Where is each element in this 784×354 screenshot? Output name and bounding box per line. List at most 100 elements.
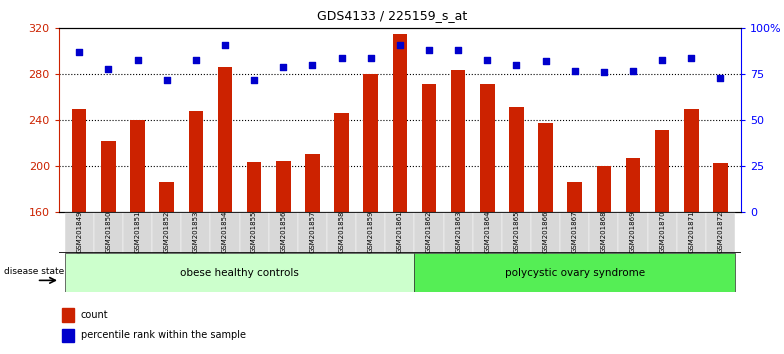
Bar bbox=[597, 166, 612, 212]
Point bbox=[131, 57, 143, 62]
Bar bbox=[502, 212, 531, 253]
Bar bbox=[451, 70, 466, 212]
Point bbox=[510, 62, 523, 68]
Point bbox=[452, 47, 464, 53]
Point bbox=[336, 55, 348, 61]
Text: GSM201856: GSM201856 bbox=[280, 211, 286, 253]
Point bbox=[714, 75, 727, 81]
Bar bbox=[218, 67, 232, 212]
Text: GSM201857: GSM201857 bbox=[310, 211, 315, 253]
Text: GSM201859: GSM201859 bbox=[368, 211, 374, 253]
Bar bbox=[539, 123, 553, 212]
Bar bbox=[385, 212, 415, 253]
Point bbox=[597, 70, 610, 75]
Bar bbox=[706, 212, 735, 253]
Text: GSM201871: GSM201871 bbox=[688, 211, 695, 253]
Bar bbox=[356, 212, 385, 253]
Bar bbox=[364, 74, 378, 212]
Point bbox=[656, 57, 669, 62]
Point bbox=[685, 55, 698, 61]
Point bbox=[539, 59, 552, 64]
Point bbox=[277, 64, 289, 70]
Point bbox=[161, 77, 173, 83]
Point bbox=[365, 55, 377, 61]
Text: GSM201858: GSM201858 bbox=[339, 211, 344, 253]
Point bbox=[394, 42, 406, 48]
Bar bbox=[619, 212, 648, 253]
Text: GSM201850: GSM201850 bbox=[105, 211, 111, 253]
Bar bbox=[684, 109, 699, 212]
Text: percentile rank within the sample: percentile rank within the sample bbox=[81, 330, 245, 341]
Bar bbox=[276, 161, 291, 212]
Bar bbox=[94, 212, 123, 253]
Text: GSM201851: GSM201851 bbox=[135, 211, 140, 253]
Bar bbox=[298, 212, 327, 253]
Bar bbox=[327, 212, 356, 253]
Bar bbox=[648, 212, 677, 253]
Text: GSM201863: GSM201863 bbox=[456, 211, 461, 253]
Text: disease state: disease state bbox=[4, 267, 64, 276]
Bar bbox=[677, 212, 706, 253]
Bar bbox=[159, 182, 174, 212]
Text: GSM201855: GSM201855 bbox=[251, 211, 257, 253]
Bar bbox=[415, 212, 444, 253]
Bar bbox=[393, 34, 407, 212]
Bar bbox=[247, 162, 261, 212]
Bar bbox=[626, 158, 641, 212]
Text: GSM201868: GSM201868 bbox=[601, 211, 607, 253]
Text: GSM201867: GSM201867 bbox=[572, 211, 578, 253]
Bar bbox=[123, 212, 152, 253]
Point bbox=[73, 50, 85, 55]
Text: GSM201849: GSM201849 bbox=[76, 211, 82, 253]
Bar bbox=[473, 212, 502, 253]
Bar bbox=[334, 113, 349, 212]
Point bbox=[626, 68, 639, 74]
Text: GSM201861: GSM201861 bbox=[397, 211, 403, 253]
Text: GSM201852: GSM201852 bbox=[164, 211, 169, 253]
Point bbox=[190, 57, 202, 62]
Point bbox=[481, 57, 494, 62]
Text: GSM201864: GSM201864 bbox=[485, 211, 490, 253]
Text: GSM201865: GSM201865 bbox=[514, 211, 520, 253]
Bar bbox=[130, 120, 145, 212]
Point bbox=[306, 62, 318, 68]
Bar bbox=[509, 107, 524, 212]
Text: GSM201869: GSM201869 bbox=[630, 211, 636, 253]
Text: GSM201870: GSM201870 bbox=[659, 211, 665, 253]
Text: GSM201854: GSM201854 bbox=[222, 211, 228, 253]
Text: GSM201862: GSM201862 bbox=[426, 211, 432, 253]
Bar bbox=[269, 212, 298, 253]
Text: GDS4133 / 225159_s_at: GDS4133 / 225159_s_at bbox=[317, 9, 467, 22]
Bar bbox=[64, 253, 415, 292]
Text: count: count bbox=[81, 310, 108, 320]
Bar bbox=[152, 212, 181, 253]
Bar bbox=[210, 212, 240, 253]
Bar bbox=[713, 163, 728, 212]
Bar bbox=[240, 212, 269, 253]
Bar bbox=[62, 308, 74, 321]
Bar bbox=[181, 212, 210, 253]
Bar bbox=[590, 212, 619, 253]
Bar bbox=[188, 111, 203, 212]
Point bbox=[423, 47, 435, 53]
Bar bbox=[62, 329, 74, 342]
Bar bbox=[655, 130, 670, 212]
Bar bbox=[101, 141, 115, 212]
Bar bbox=[422, 84, 436, 212]
Point bbox=[248, 77, 260, 83]
Text: GSM201872: GSM201872 bbox=[717, 211, 724, 253]
Bar bbox=[72, 109, 86, 212]
Bar bbox=[444, 212, 473, 253]
Bar bbox=[64, 212, 94, 253]
Bar bbox=[415, 253, 735, 292]
Point bbox=[219, 42, 231, 48]
Text: GSM201866: GSM201866 bbox=[543, 211, 549, 253]
Point bbox=[102, 66, 114, 72]
Bar bbox=[531, 212, 560, 253]
Text: obese healthy controls: obese healthy controls bbox=[180, 268, 299, 278]
Text: polycystic ovary syndrome: polycystic ovary syndrome bbox=[505, 268, 644, 278]
Bar bbox=[305, 154, 320, 212]
Bar bbox=[480, 84, 495, 212]
Point bbox=[568, 68, 581, 74]
Bar bbox=[568, 182, 582, 212]
